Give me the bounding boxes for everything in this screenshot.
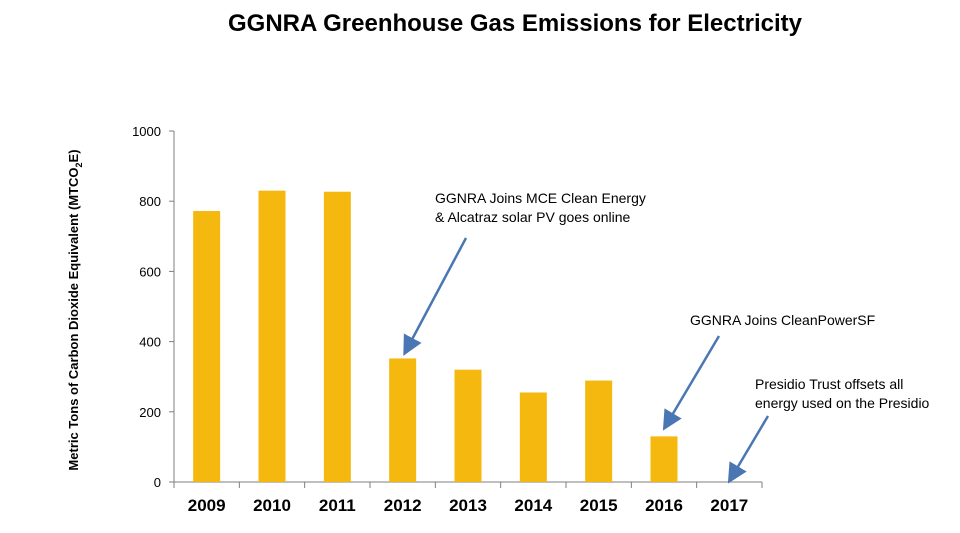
bar-2009 — [193, 211, 221, 482]
y-tick-label: 0 — [154, 475, 161, 490]
annotation-text: Presidio Trust offsets all — [755, 376, 903, 392]
y-tick-labels: 0 200 400 600 800 1000 — [132, 124, 161, 490]
x-tick-labels: 2009 2010 2011 2012 2013 2014 2015 2016 2017 — [188, 496, 748, 515]
x-tick-label: 2010 — [253, 496, 291, 515]
chart-title: GGNRA Greenhouse Gas Emissions for Elect… — [228, 10, 802, 37]
x-tick-label: 2009 — [188, 496, 226, 515]
bar-2014 — [519, 392, 547, 482]
x-tick-label: 2017 — [710, 496, 748, 515]
x-tick-label: 2014 — [514, 496, 552, 515]
annotation-arrow — [662, 335, 721, 431]
y-tick-label: 1000 — [132, 124, 161, 139]
annotation-arrow — [403, 237, 468, 356]
y-tick-label: 400 — [139, 335, 161, 350]
bar-2015 — [585, 380, 613, 482]
y-axis-title: Metric Tons of Carbon Dioxide Equivalent… — [66, 149, 84, 470]
annotation-text: energy used on the Presidio — [755, 395, 930, 411]
annotation-text: & Alcatraz solar PV goes online — [435, 209, 631, 225]
y-tick-label: 800 — [139, 194, 161, 209]
bar-2012 — [389, 358, 417, 482]
bar-2010 — [258, 190, 286, 483]
bar-2013 — [454, 369, 482, 482]
x-tick-label: 2012 — [384, 496, 422, 515]
annotation-2016: GGNRA Joins CleanPowerSF — [662, 312, 875, 431]
y-tick-label: 200 — [139, 405, 161, 420]
bar-2016 — [650, 436, 678, 482]
y-tick-label: 600 — [139, 264, 161, 279]
x-tick-label: 2015 — [580, 496, 618, 515]
annotation-arrow — [727, 415, 770, 484]
annotation-text: GGNRA Joins CleanPowerSF — [690, 312, 875, 328]
bars — [193, 190, 678, 483]
x-tick-label: 2011 — [319, 496, 356, 515]
bar-2011 — [323, 191, 351, 482]
annotation-text: GGNRA Joins MCE Clean Energy — [435, 190, 646, 206]
y-axis-label: Metric Tons of Carbon Dioxide Equivalent… — [66, 149, 84, 470]
x-tick-label: 2016 — [645, 496, 683, 515]
annotations: GGNRA Joins MCE Clean Energy & Alcatraz s… — [403, 190, 930, 484]
x-tick-label: 2013 — [449, 496, 487, 515]
annotation-2017: Presidio Trust offsets all energy used on… — [727, 376, 930, 484]
annotation-2012: GGNRA Joins MCE Clean Energy & Alcatraz s… — [403, 190, 646, 356]
